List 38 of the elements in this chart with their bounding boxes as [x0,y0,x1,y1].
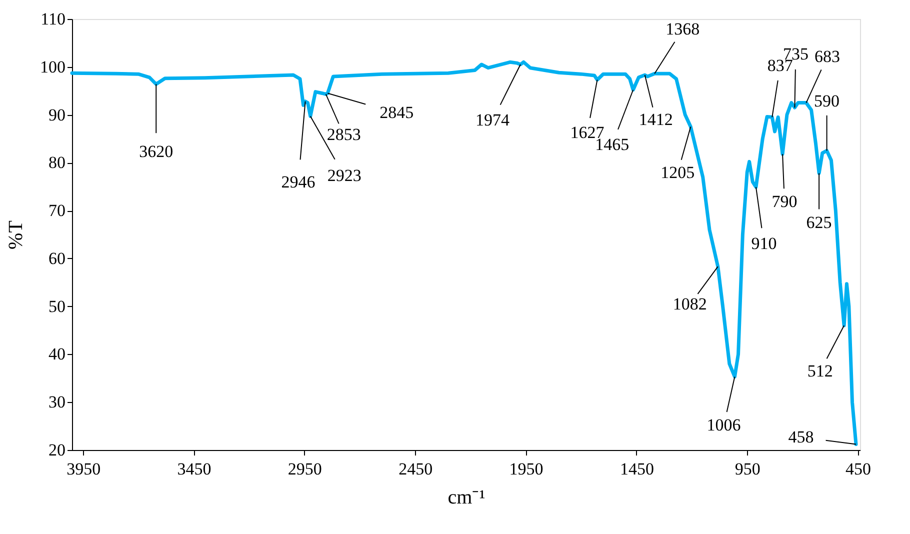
annotation: 590 [814,92,840,111]
y-tick-label: 70 [48,201,66,220]
x-tick-label: 1450 [620,460,654,478]
x-tick-label: 2950 [288,460,322,478]
annotation: 1082 [672,294,707,314]
annotation: 1006 [706,416,741,435]
annotation: 1205 [660,162,695,182]
annotation: 458 [788,427,814,446]
x-tick-label: 450 [846,460,872,478]
annotation: 2923 [327,166,362,186]
annotation: 1412 [638,110,673,130]
x-axis-title: cm⁻¹ [448,486,486,508]
annotation: 910 [751,234,777,254]
annotation: 2845 [380,103,414,122]
y-axis-title: %T [5,220,27,250]
x-tick-label: 3950 [66,460,101,478]
y-tick-label: 40 [48,344,66,364]
y-tick-label: 50 [48,296,66,316]
y-tick-label: 60 [48,248,66,268]
x-tick-label: 1950 [509,460,544,478]
y-tick-label: 100 [40,57,66,76]
y-tick-label: 110 [40,10,66,28]
x-tick-label: 3450 [177,460,212,478]
y-tick-label: 30 [48,392,66,412]
annotation: 625 [806,213,832,232]
annotation: 512 [807,361,833,380]
annotation: 1368 [666,20,700,39]
y-tick-label: 90 [48,105,66,124]
annotation: 1974 [475,110,510,130]
annotation: 790 [772,192,798,212]
y-tick-label: 20 [48,440,66,460]
x-tick-label: 950 [734,460,760,478]
annotation: 2853 [326,125,361,144]
x-tick-label: 2450 [398,460,433,478]
annotation: 3620 [139,142,174,162]
annotation: 683 [814,46,840,66]
y-tick-label: 80 [48,153,66,172]
annotation: 2946 [281,172,316,192]
